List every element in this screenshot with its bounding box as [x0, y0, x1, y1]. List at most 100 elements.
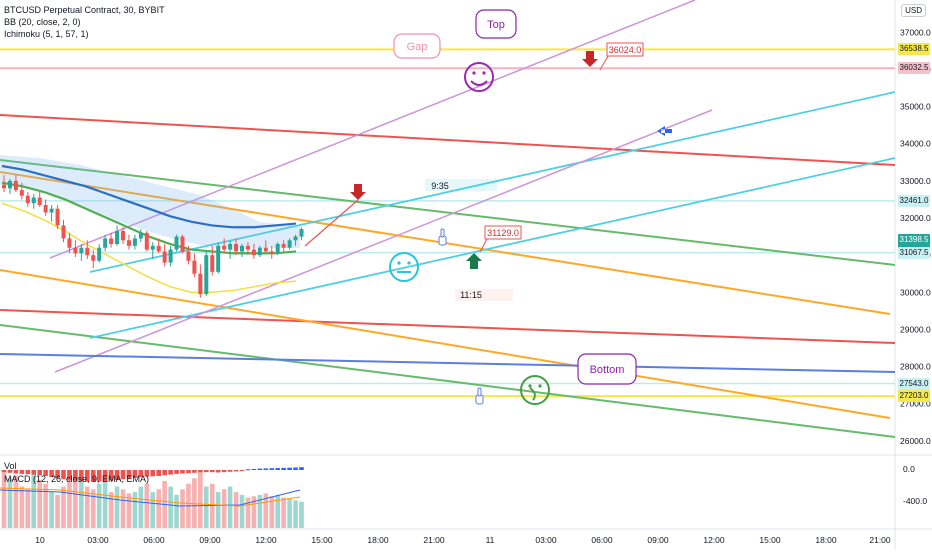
face-mouth: [529, 387, 536, 401]
macd-hist-bar: [102, 470, 108, 482]
x-tick-label: 12:00: [703, 535, 725, 545]
macd-hist-bar: [108, 470, 114, 481]
candle-body: [37, 197, 42, 205]
volume-bar: [73, 470, 78, 528]
volume-bar: [61, 486, 66, 528]
volume-bar: [233, 492, 239, 528]
volume-bar: [251, 496, 257, 528]
bb-legend[interactable]: BB (20, close, 2, 0): [4, 17, 81, 27]
volume-bar: [49, 492, 54, 528]
macd-hist-bar: [162, 470, 167, 476]
y-tick-label: 34000.0: [900, 139, 931, 149]
volume-bar: [25, 489, 31, 528]
volume-bar: [174, 494, 179, 528]
x-tick-label: 18:00: [815, 535, 837, 545]
macd-hist-bar: [19, 470, 25, 474]
y-tick-label: 28000.0: [900, 362, 931, 372]
volume-bar: [221, 489, 227, 528]
macd-hist-bar: [85, 470, 90, 482]
vol-legend[interactable]: Vol: [4, 461, 17, 471]
candle-body: [222, 245, 227, 250]
volume-bar: [1, 470, 7, 528]
candle-body: [174, 236, 179, 250]
callout-bubble: [393, 33, 441, 59]
down-arrow-marker: [350, 184, 366, 200]
y-tick-label: 30000.0: [900, 287, 931, 297]
x-tick-label: 03:00: [535, 535, 557, 545]
price-scale-tag: 36032.5: [898, 62, 930, 75]
volume-bar: [19, 486, 25, 528]
macd-hist-bar: [37, 470, 42, 476]
candle-body: [7, 180, 12, 189]
candle-body: [192, 260, 197, 274]
x-tick-label: 10: [35, 535, 45, 545]
macd-hist-bar: [1, 470, 7, 473]
macd-hist-bar: [73, 470, 78, 481]
candle-body: [150, 245, 155, 250]
candle-body: [67, 238, 72, 248]
candle-body: [269, 251, 274, 254]
macd-hist-bar: [25, 470, 31, 475]
face-eye: [482, 71, 486, 75]
price-note-text: 36024.0: [609, 45, 642, 55]
face-outline: [464, 62, 494, 92]
candle-body: [73, 247, 78, 254]
y-tick-label: 29000.0: [900, 324, 931, 334]
volume-bar: [7, 478, 13, 528]
macd-hist-bar: [49, 470, 54, 478]
macd-hist-bar: [215, 470, 221, 473]
candle-body: [204, 255, 209, 295]
x-tick-label: 15:00: [759, 535, 781, 545]
macd-hist-bar: [168, 470, 173, 475]
macd-hist-bar: [90, 470, 96, 482]
callout-text: Bottom: [590, 364, 625, 376]
trend-line: [89, 157, 896, 339]
trend-line: [0, 114, 896, 166]
time-label: 9:35: [431, 181, 449, 191]
face-eye: [407, 261, 411, 265]
ichimoku-legend[interactable]: Ichimoku (5, 1, 57, 1): [4, 29, 89, 39]
neutral-face-icon: [389, 252, 419, 282]
bb-upper-line: [1, 164, 297, 229]
symbol-title: BTCUSD Perpetual Contract, 30, BYBIT: [4, 5, 165, 15]
macd-hist-bar: [61, 470, 66, 480]
candle-body: [31, 197, 36, 204]
macd-hist-bar: [174, 470, 179, 474]
candle-body: [85, 247, 90, 256]
volume-bar: [37, 479, 42, 528]
projection-line: [304, 199, 359, 247]
volume-bar: [287, 499, 292, 528]
macd-line: [0, 489, 301, 507]
macd-hist-bar: [275, 468, 280, 470]
candle-body: [186, 251, 191, 261]
candle-body: [281, 244, 286, 248]
y-tick-label: 26000.0: [900, 436, 931, 446]
face-eye: [397, 261, 401, 265]
up-arrow-marker: [466, 253, 482, 269]
macd-hist-bar: [13, 470, 19, 474]
candle-body: [91, 255, 96, 261]
currency-button[interactable]: USD: [901, 4, 926, 17]
volume-bar: [144, 483, 150, 528]
bottom-callout: Bottom: [577, 353, 637, 385]
macd-hist-bar: [79, 470, 84, 482]
volume-bar: [120, 489, 126, 528]
volume-bar: [263, 493, 269, 528]
volume-bar: [13, 475, 19, 528]
candle-body: [43, 205, 48, 213]
macd-legend[interactable]: MACD (12, 26, close, 9, EMA, EMA): [4, 474, 150, 484]
candle-body: [144, 232, 149, 250]
candle-body: [97, 247, 102, 261]
macd-hist-bar: [96, 470, 102, 482]
volume-bar: [43, 483, 48, 528]
volume-bar: [126, 493, 132, 528]
volume-bar: [96, 483, 102, 528]
volume-bar: [138, 486, 144, 528]
price-scale-tag: 27543.0: [898, 377, 930, 390]
candle-body: [162, 251, 167, 263]
face-eye: [538, 384, 542, 388]
volume-bar: [150, 492, 156, 528]
volume-bar: [281, 497, 286, 528]
